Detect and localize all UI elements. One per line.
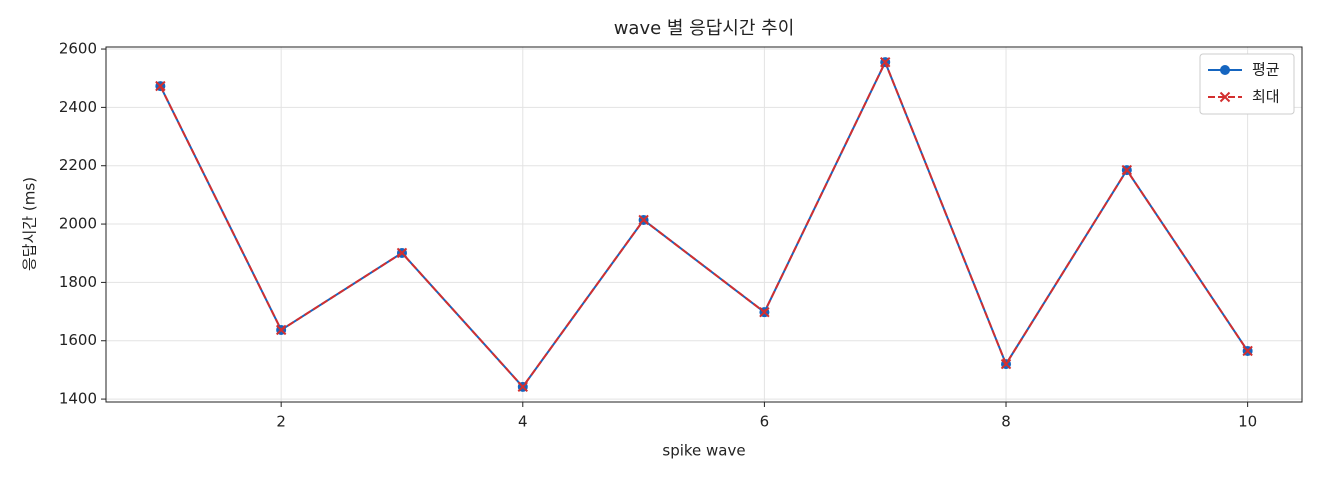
plot-frame bbox=[105, 46, 1303, 403]
y-axis-label: 응답시간 (ms) bbox=[21, 177, 39, 271]
chart-title: wave 별 응답시간 추이 bbox=[614, 18, 795, 39]
y-tick-label: 1800 bbox=[59, 273, 97, 291]
marker bbox=[638, 214, 649, 226]
x-tick-label: 6 bbox=[760, 413, 770, 431]
y-tick-label: 1600 bbox=[59, 331, 97, 349]
y-tick-label: 2200 bbox=[59, 156, 97, 174]
legend-label: 최대 bbox=[1252, 88, 1280, 106]
marker bbox=[275, 324, 287, 336]
marker bbox=[1000, 358, 1012, 370]
marker bbox=[396, 247, 408, 259]
legend-marker bbox=[1220, 65, 1230, 75]
series-line bbox=[159, 59, 1249, 389]
x-axis-label: spike wave bbox=[662, 442, 745, 460]
marker bbox=[1121, 164, 1133, 176]
legend-box bbox=[1199, 53, 1295, 115]
marker bbox=[1242, 345, 1253, 357]
legend-label: 평균 bbox=[1252, 61, 1280, 79]
marker bbox=[759, 306, 770, 318]
legend-marker bbox=[1219, 91, 1231, 103]
x-tick-label: 10 bbox=[1238, 413, 1257, 431]
y-tick-label: 2000 bbox=[59, 215, 97, 233]
y-tick-label: 2600 bbox=[59, 40, 97, 58]
marker bbox=[880, 56, 891, 68]
y-tick-label: 2400 bbox=[59, 98, 97, 116]
marker bbox=[517, 381, 528, 393]
x-tick-label: 2 bbox=[276, 413, 286, 431]
y-tick-label: 1400 bbox=[59, 390, 97, 408]
marker bbox=[155, 80, 166, 92]
x-tick-label: 8 bbox=[1001, 413, 1011, 431]
x-tick-label: 4 bbox=[518, 413, 528, 431]
